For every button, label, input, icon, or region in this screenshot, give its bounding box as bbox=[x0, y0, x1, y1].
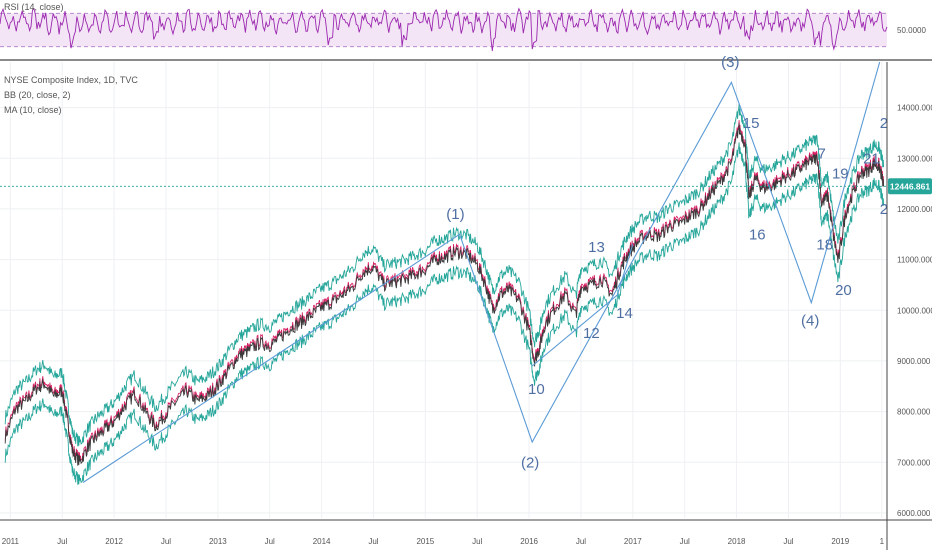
y-tick-label: 13000.000 bbox=[897, 154, 932, 163]
wave-label: 14 bbox=[616, 305, 633, 322]
y-tick-label: 7000.000 bbox=[897, 458, 931, 467]
rsi-indicator-label[interactable]: RSI (14, close) bbox=[4, 2, 64, 12]
x-tick-label: 2015 bbox=[416, 537, 434, 546]
x-tick-label: Jul bbox=[368, 537, 378, 546]
wave-label: 2 bbox=[880, 115, 888, 132]
wave-label: 12 bbox=[583, 325, 600, 342]
bollinger-upper bbox=[4, 103, 885, 447]
wave-line-minor bbox=[531, 244, 634, 367]
wave-label: 21 bbox=[863, 150, 880, 167]
y-tick-label: 14000.000 bbox=[897, 104, 932, 113]
bollinger-lower bbox=[4, 142, 885, 485]
last-price-badge bbox=[888, 178, 932, 195]
x-tick-label: Jul bbox=[265, 537, 275, 546]
wave-label: 18 bbox=[816, 236, 833, 253]
y-tick-label: 11000.000 bbox=[897, 256, 932, 265]
x-tick-label: Jul bbox=[680, 537, 690, 546]
bollinger-bands bbox=[4, 103, 885, 485]
rsi-pane: 50.0000 bbox=[0, 7, 932, 61]
chart-axes: 14000.000 13000.000 12000.000 11000.000 1000… bbox=[0, 62, 932, 550]
x-tick-label: 1 bbox=[880, 537, 885, 546]
ma-indicator-label[interactable]: MA (10, close) bbox=[4, 105, 62, 115]
x-tick-label: Jul bbox=[57, 537, 67, 546]
wave-label: 16 bbox=[749, 226, 766, 243]
x-tick-label: 2018 bbox=[728, 537, 746, 546]
y-tick-label: 10000.000 bbox=[897, 306, 932, 315]
y-tick-label: 12000.000 bbox=[897, 205, 932, 214]
wave-line-primary bbox=[82, 61, 881, 483]
last-price-label: 12446.861 bbox=[890, 181, 930, 191]
y-tick-label: 8000.000 bbox=[897, 408, 931, 417]
x-tick-label: 2016 bbox=[520, 537, 538, 546]
wave-label: (3) bbox=[721, 54, 739, 71]
x-tick-label: Jul bbox=[783, 537, 793, 546]
price-line bbox=[4, 123, 885, 466]
x-tick-label: 2012 bbox=[105, 537, 123, 546]
wave-label: (1) bbox=[446, 206, 464, 223]
y-tick-label: 9000.000 bbox=[897, 357, 931, 366]
wave-label: 19 bbox=[832, 166, 849, 183]
x-tick-label: Jul bbox=[576, 537, 586, 546]
bollinger-indicator-label[interactable]: BB (20, close, 2) bbox=[4, 90, 71, 100]
x-tick-label: 2014 bbox=[313, 537, 331, 546]
wave-label: 7 bbox=[817, 145, 825, 162]
wave-label: 13 bbox=[588, 239, 605, 256]
price-series bbox=[4, 120, 885, 466]
x-tick-label: Jul bbox=[472, 537, 482, 546]
wave-label: 2 bbox=[880, 201, 888, 218]
wave-label: 20 bbox=[835, 282, 852, 299]
rsi-level-tick: 50.0000 bbox=[897, 26, 926, 35]
wave-label: (2) bbox=[521, 454, 539, 471]
wave-label: (4) bbox=[801, 312, 819, 329]
chart-grid bbox=[0, 62, 887, 518]
x-tick-label: 2011 bbox=[2, 537, 20, 546]
symbol-title[interactable]: NYSE Composite Index, 1D, TVC bbox=[4, 75, 138, 85]
x-tick-label: 2019 bbox=[831, 537, 849, 546]
x-tick-label: Jul bbox=[161, 537, 171, 546]
wave-label: 10 bbox=[528, 381, 545, 398]
wave-label: 15 bbox=[743, 115, 760, 132]
y-tick-label: 6000.000 bbox=[897, 509, 931, 518]
x-tick-label: 2017 bbox=[624, 537, 642, 546]
x-tick-label: 2013 bbox=[209, 537, 227, 546]
rsi-line bbox=[0, 7, 888, 52]
